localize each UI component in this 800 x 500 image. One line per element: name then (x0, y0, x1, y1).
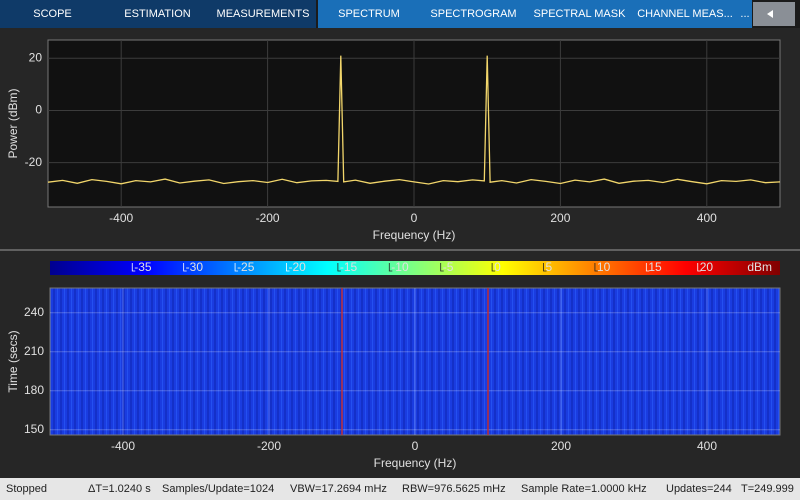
y-axis-label: Time (secs) (6, 330, 20, 392)
tab-label: ESTIMATION (124, 8, 190, 20)
x-tick-label: 200 (551, 439, 571, 453)
x-tick-label: 0 (412, 439, 419, 453)
colorbar-tick-label: -10 (391, 260, 409, 274)
y-axis-label: Power (dBm) (6, 88, 20, 158)
toolbar-group (0, 0, 316, 28)
status-state: Stopped (6, 483, 47, 495)
status-item: T=249.999 (741, 483, 794, 495)
colorbar-tick (234, 263, 239, 272)
colorbar-tick (491, 263, 496, 272)
x-tick-label: -200 (256, 211, 280, 225)
colorbar-tick (131, 263, 136, 272)
x-tick-label: -400 (109, 211, 133, 225)
y-tick-label: 180 (24, 383, 44, 397)
x-tick-label: 400 (697, 211, 717, 225)
colorbar-tick (183, 263, 187, 272)
status-item: Samples/Update=1024 (162, 483, 274, 495)
tab-label: SPECTRUM (338, 8, 400, 20)
colorbar-tick (645, 263, 650, 272)
colorbar-tick-label: -15 (340, 260, 358, 274)
plot-area (49, 287, 781, 436)
collapse-button[interactable] (753, 2, 795, 26)
tab-label: CHANNEL MEAS... (637, 8, 733, 20)
y-tick-label: 20 (29, 50, 43, 64)
status-item: VBW=17.2694 mHz (290, 483, 387, 495)
colorbar-tick (337, 263, 341, 272)
spectrum-line (47, 55, 781, 185)
colorbar-tick (388, 263, 393, 272)
tab-label: SPECTRAL MASK (534, 8, 627, 20)
colorbar-tick (440, 263, 444, 272)
colorbar-tick-label: -5 (443, 260, 454, 274)
collapse-icon (767, 10, 773, 18)
x-tick-label: 400 (697, 439, 717, 453)
colorbar-tick-label: -35 (134, 260, 152, 274)
colorbar-unit: dBm (747, 260, 772, 274)
more-button[interactable] (738, 0, 752, 28)
tab-label: SPECTROGRAM (430, 8, 516, 20)
colorbar-tick (543, 263, 547, 272)
x-tick-label: -200 (257, 439, 281, 453)
status-item: ΔT=1.0240 s (88, 483, 151, 495)
colorbar (50, 261, 780, 275)
x-tick-label: -400 (111, 439, 135, 453)
x-tick-label: 200 (550, 211, 570, 225)
status-item: RBW=976.5625 mHz (402, 483, 506, 495)
y-tick-label: -20 (25, 155, 43, 169)
status-bar (0, 478, 800, 500)
x-axis-label: Frequency (Hz) (374, 456, 457, 470)
tab-label: SCOPE (33, 8, 72, 20)
colorbar-tick (594, 263, 598, 272)
colorbar-tick-label: 0 (494, 260, 501, 274)
colorbar-tick (286, 263, 290, 272)
colorbar-tick-label: 15 (648, 260, 662, 274)
x-axis-label: Frequency (Hz) (373, 228, 456, 242)
colorbar-tick-label: 20 (700, 260, 714, 274)
toolbar-group (318, 0, 738, 28)
y-tick-label: 240 (24, 305, 44, 319)
x-tick-label: 0 (411, 211, 418, 225)
colorbar-tick-label: -20 (288, 260, 306, 274)
y-tick-label: 0 (35, 103, 42, 117)
y-tick-label: 210 (24, 344, 44, 358)
status-item: Sample Rate=1.0000 kHz (521, 483, 647, 495)
colorbar-tick-label: 5 (546, 260, 553, 274)
status-item: Updates=244 (666, 483, 732, 495)
y-tick-label: 150 (24, 422, 44, 436)
colorbar-tick-label: -30 (186, 260, 204, 274)
colorbar-tick (697, 263, 701, 272)
colorbar-tick-label: 10 (597, 260, 611, 274)
colorbar-tick-label: -25 (237, 260, 255, 274)
more-label: ... (740, 8, 749, 20)
tab-label: MEASUREMENTS (217, 8, 310, 20)
